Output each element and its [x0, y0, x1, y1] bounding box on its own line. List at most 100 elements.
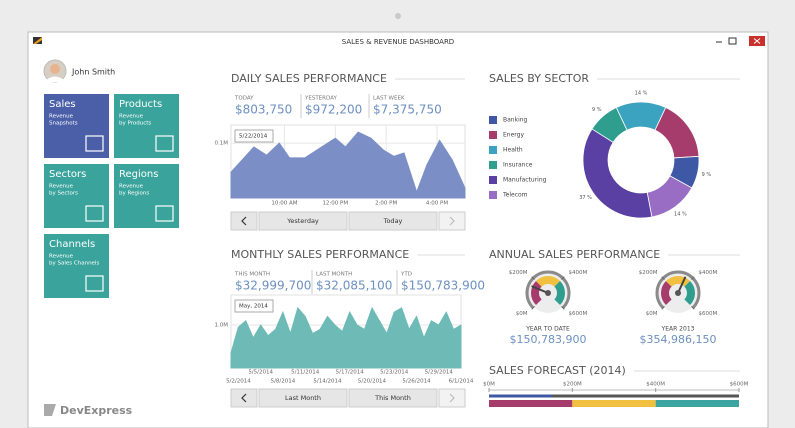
gauge-tick-label: $600M — [699, 311, 718, 317]
logo: DevExpress — [60, 404, 133, 417]
tile-subtitle: by Products — [119, 121, 151, 127]
tile[interactable] — [44, 94, 109, 158]
gauge-rim — [525, 270, 571, 309]
gauge-band — [665, 276, 691, 287]
nav-button[interactable] — [348, 388, 438, 408]
gauge-tick-label: $400M — [569, 270, 588, 276]
nav-arrow — [449, 216, 455, 226]
x-tick-label: 4:00 PM — [426, 201, 448, 207]
maximize-button[interactable] — [728, 37, 737, 45]
section-title: MONTHLY SALES PERFORMANCE — [231, 248, 409, 261]
legend-swatch — [489, 176, 497, 184]
gauge-tick — [531, 306, 535, 310]
tile[interactable] — [114, 94, 179, 158]
x-tick-label: $0M — [483, 382, 495, 388]
nav-button[interactable] — [230, 211, 258, 231]
kpi-value: $32,085,100 — [316, 279, 392, 293]
kpi-value: $803,750 — [235, 103, 292, 117]
nav-arrow — [241, 393, 247, 403]
x-tick-label: 12:00 PM — [322, 201, 348, 207]
x-tick-label: 5/11/2014 — [291, 370, 320, 376]
x-tick-label: 5/14/2014 — [313, 379, 342, 385]
gauge-band — [554, 280, 565, 306]
gauge-tick — [661, 276, 665, 280]
forecast-band — [655, 400, 739, 407]
gauge-tick-label: $0M — [516, 311, 528, 317]
gauge-tick — [691, 306, 695, 310]
tile-title: Channels — [49, 239, 95, 250]
nav-button[interactable] — [230, 388, 258, 408]
gauge-tick-label: $200M — [509, 270, 528, 276]
gauge-tick — [561, 306, 565, 310]
kpi-label: LAST WEEK — [373, 96, 405, 102]
nav-button[interactable] — [348, 211, 438, 231]
nav-button[interactable] — [258, 211, 348, 231]
tile[interactable] — [114, 164, 179, 228]
x-tick-label: $200M — [563, 382, 582, 388]
gauge-tick — [531, 276, 535, 280]
kpi-value: $7,375,750 — [373, 103, 442, 117]
nav-button[interactable] — [438, 211, 466, 231]
nav-button[interactable] — [258, 388, 348, 408]
area — [230, 131, 466, 199]
gauge-tick — [691, 276, 695, 280]
tile-subtitle: by Sectors — [49, 191, 78, 197]
x-tick-label: 5/26/2014 — [402, 379, 431, 385]
annotation-box — [234, 299, 274, 313]
tile-icon — [85, 205, 104, 222]
tile-icon — [155, 205, 174, 222]
avatar-face — [50, 64, 60, 74]
camera — [395, 13, 401, 19]
gauge-value: $354,986,150 — [640, 333, 717, 346]
tile-icon — [85, 275, 104, 292]
kpi-value: $150,783,900 — [401, 279, 485, 293]
gauge-name: YEAR 2013 — [661, 326, 695, 333]
forecast-track — [489, 394, 739, 398]
tile-title: Regions — [119, 169, 158, 180]
legend-swatch — [489, 146, 497, 154]
y-tick-label: 1.0M — [215, 323, 229, 329]
x-tick-label: 5/20/2014 — [358, 379, 387, 385]
y-tick-label: 0.1M — [215, 141, 229, 147]
gauge-tick-label: $400M — [699, 270, 718, 276]
tile-subtitle: Revenue — [49, 114, 74, 120]
legend-label: Banking — [503, 117, 528, 124]
kpi-label: YTD — [400, 272, 412, 278]
forecast-bar — [489, 394, 552, 398]
legend-swatch — [489, 131, 497, 139]
legend-swatch — [489, 191, 497, 199]
kpi-label: YESTERDAY — [304, 96, 337, 102]
tile[interactable] — [44, 234, 109, 298]
gauge-name: YEAR TO DATE — [525, 326, 570, 333]
donut-slice — [582, 128, 653, 219]
nav-button-label: Last Month — [285, 394, 321, 402]
x-tick-label: 5/5/2014 — [248, 370, 273, 376]
slice-label: 14 % — [674, 212, 687, 218]
gauge-tick-label: $200M — [639, 270, 658, 276]
tile-title: Products — [119, 99, 162, 110]
section-title: ANNUAL SALES PERFORMANCE — [489, 248, 660, 261]
gauge-tick-label: $600M — [569, 311, 588, 317]
legend-swatch — [489, 161, 497, 169]
tile-icon — [85, 135, 104, 152]
gauge-band — [531, 280, 542, 306]
x-tick-label: 5/17/2014 — [336, 370, 365, 376]
x-tick-label: 5/8/2014 — [271, 379, 296, 385]
tile-subtitle: Snapshots — [49, 121, 78, 127]
gauge-band — [661, 280, 672, 306]
gauge-tick — [561, 276, 565, 280]
kpi-label: THIS MONTH — [234, 272, 270, 278]
tile-subtitle: by Sales Channels — [49, 261, 99, 267]
tile-title: Sales — [49, 99, 76, 110]
gauge-hub — [675, 290, 681, 296]
nav-button-label: This Month — [374, 394, 411, 402]
slice-label: 9 % — [592, 107, 602, 113]
tile-subtitle: Revenue — [119, 184, 144, 190]
x-tick-label: 5/2/2014 — [226, 379, 251, 385]
section-title: SALES FORECAST (2014) — [489, 364, 626, 377]
gauge-value: $150,783,900 — [510, 333, 587, 346]
nav-button[interactable] — [438, 388, 466, 408]
tile[interactable] — [44, 164, 109, 228]
tile-subtitle: by Regions — [119, 191, 149, 197]
